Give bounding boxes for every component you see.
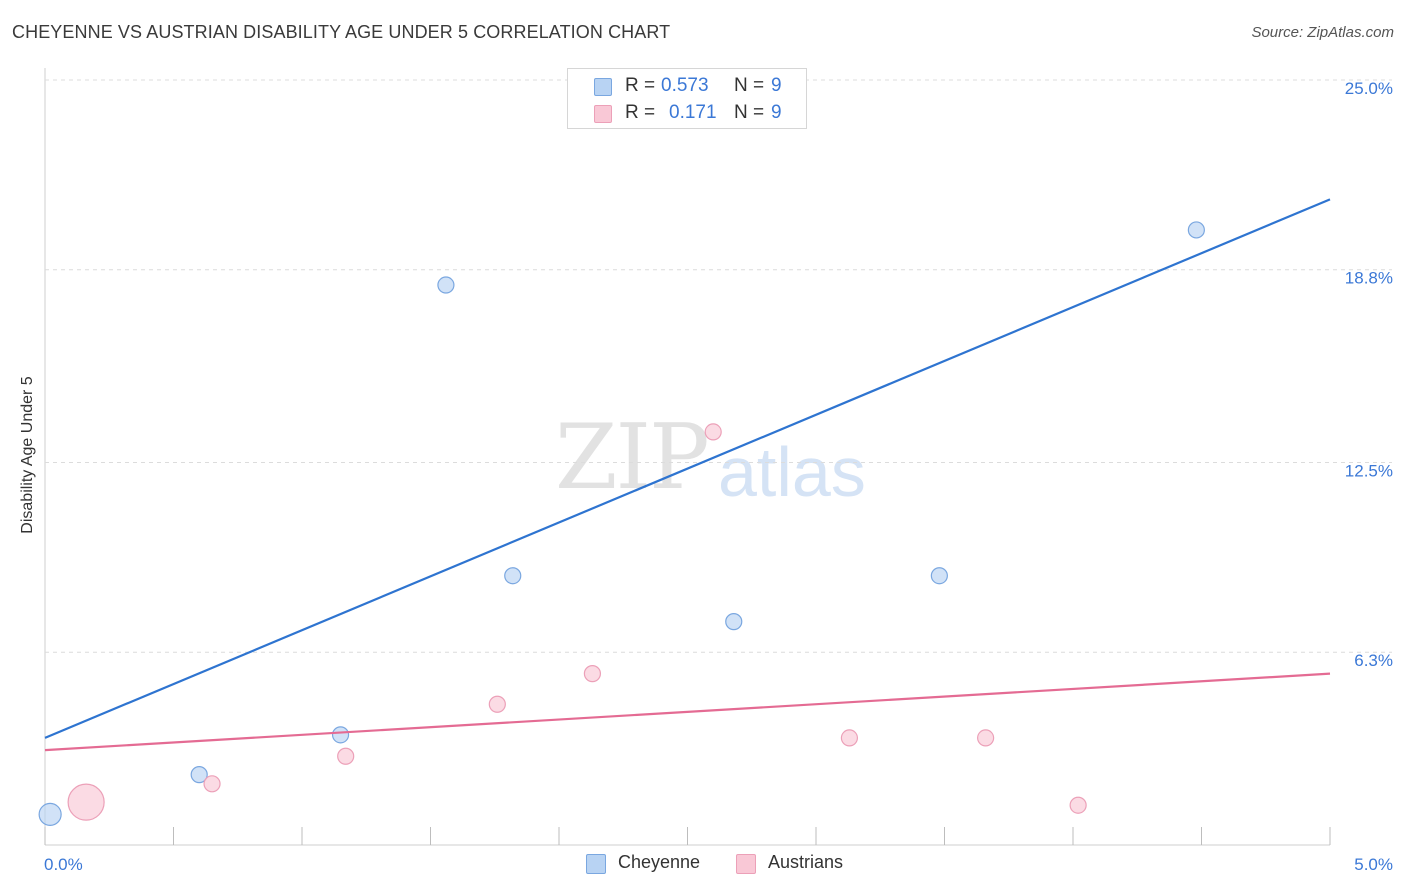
- legend-r-value: 0.573: [661, 75, 709, 96]
- bottom-legend-swatch-cheyenne: [586, 854, 606, 874]
- x-tick-label: 0.0%: [44, 855, 83, 874]
- x-tick-label: 5.0%: [1354, 855, 1393, 874]
- data-point-austrians: [977, 729, 995, 747]
- y-tick-label: 18.8%: [1345, 269, 1393, 288]
- trendline-cheyenne: [44, 198, 1331, 739]
- y-tick-label: 12.5%: [1345, 462, 1393, 481]
- legend-row-cheyenne: R = 0.573 N = 9: [568, 74, 806, 100]
- correlation-legend: R = 0.573 N = 9 R = 0.171 N = 9: [567, 68, 807, 129]
- data-point-cheyenne: [437, 276, 455, 294]
- legend-swatch-austrians: [594, 105, 612, 123]
- data-point-cheyenne: [38, 802, 62, 827]
- source-label: Source: ZipAtlas.com: [1251, 24, 1394, 41]
- legend-r-label: R =: [625, 75, 656, 96]
- y-tick-label: 6.3%: [1354, 651, 1393, 670]
- legend-n-label: N =: [734, 102, 765, 123]
- data-point-austrians: [704, 423, 722, 441]
- legend-row-austrians: R = 0.171 N = 9: [568, 101, 806, 127]
- legend-r-value: 0.171: [669, 102, 717, 123]
- bottom-legend-label-cheyenne: Cheyenne: [618, 852, 701, 872]
- data-point-austrians: [488, 695, 506, 713]
- data-point-cheyenne: [190, 766, 208, 784]
- y-tick-label: 25.0%: [1345, 79, 1393, 98]
- legend-n-label: N =: [734, 75, 765, 96]
- data-point-cheyenne: [331, 726, 350, 744]
- data-point-cheyenne: [725, 613, 743, 631]
- legend-n-value: 9: [771, 102, 782, 123]
- data-point-austrians: [583, 665, 602, 683]
- legend-r-label: R =: [625, 102, 656, 123]
- legend-n-value: 9: [771, 75, 782, 96]
- data-point-cheyenne: [504, 567, 522, 585]
- trendline-austrians: [44, 672, 1331, 752]
- bottom-legend-swatch-austrians: [736, 854, 756, 874]
- data-point-cheyenne: [1187, 221, 1205, 239]
- legend-swatch-cheyenne: [594, 78, 612, 96]
- chart-title: CHEYENNE VS AUSTRIAN DISABILITY AGE UNDE…: [12, 22, 671, 42]
- data-point-austrians: [337, 747, 355, 765]
- data-point-austrians: [67, 783, 105, 821]
- bottom-legend-label-austrians: Austrians: [768, 852, 844, 872]
- data-point-austrians: [1069, 796, 1087, 814]
- data-point-austrians: [840, 729, 859, 747]
- data-point-austrians: [203, 775, 221, 793]
- data-point-cheyenne: [930, 567, 948, 585]
